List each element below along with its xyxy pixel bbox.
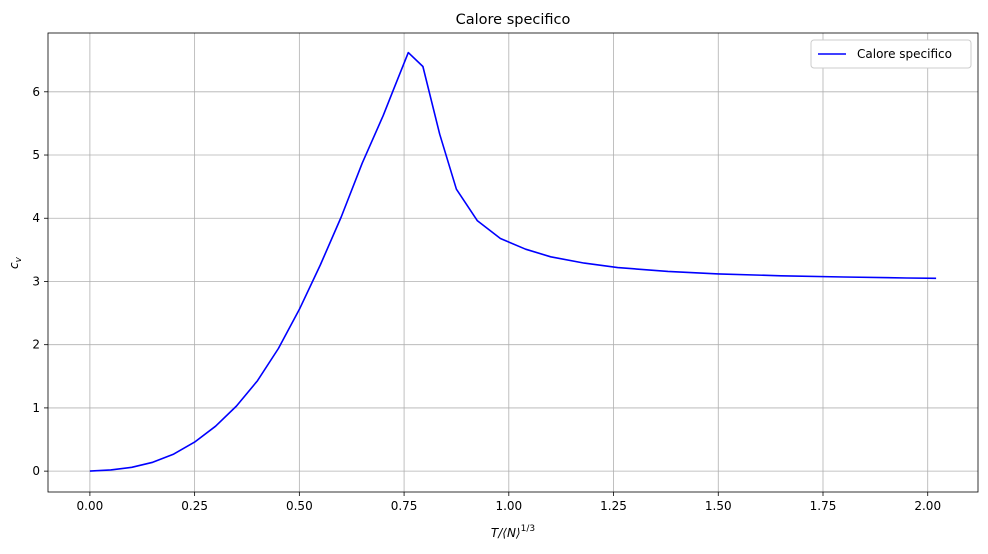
grid bbox=[48, 33, 978, 492]
y-tick-label: 6 bbox=[32, 85, 40, 99]
y-tick-label: 0 bbox=[32, 464, 40, 478]
x-tick-label: 0.25 bbox=[181, 499, 208, 513]
x-tick-label: 0.00 bbox=[77, 499, 104, 513]
y-tick-label: 3 bbox=[32, 274, 40, 288]
x-tick-label: 1.25 bbox=[600, 499, 627, 513]
y-axis-label-subscript: v bbox=[14, 256, 24, 262]
series-line-0 bbox=[89, 51, 937, 472]
y-tick-label: 1 bbox=[32, 401, 40, 415]
x-axis-ticks: 0.00 0.25 0.50 0.75 1.00 1.25 1.50 1.75 2.00 bbox=[77, 492, 941, 513]
y-axis-label: cv bbox=[7, 256, 24, 269]
series-layer bbox=[89, 51, 937, 472]
y-tick-label: 5 bbox=[32, 148, 40, 162]
y-tick-label: 2 bbox=[32, 338, 40, 352]
x-axis-label: T/⟨N⟩1/3 bbox=[491, 524, 535, 540]
legend: Calore specifico bbox=[810, 39, 972, 69]
x-tick-label: 0.75 bbox=[391, 499, 418, 513]
x-axis-label-superscript: 1/3 bbox=[521, 524, 535, 534]
x-tick-label: 0.50 bbox=[286, 499, 313, 513]
x-tick-label: 1.75 bbox=[810, 499, 837, 513]
y-axis-ticks: 0 1 2 3 4 5 6 bbox=[32, 85, 48, 478]
y-tick-label: 4 bbox=[32, 211, 40, 225]
chart-title: Calore specifico bbox=[456, 12, 571, 28]
plot-frame bbox=[47, 32, 979, 493]
x-tick-label: 1.00 bbox=[495, 499, 522, 513]
x-tick-label: 2.00 bbox=[914, 499, 941, 513]
legend-label: Calore specifico bbox=[857, 47, 952, 61]
legend-box bbox=[810, 39, 972, 69]
x-tick-label: 1.50 bbox=[705, 499, 732, 513]
y-axis-label-base: c bbox=[7, 262, 21, 269]
x-axis-label-base: T/⟨N⟩ bbox=[491, 526, 521, 540]
